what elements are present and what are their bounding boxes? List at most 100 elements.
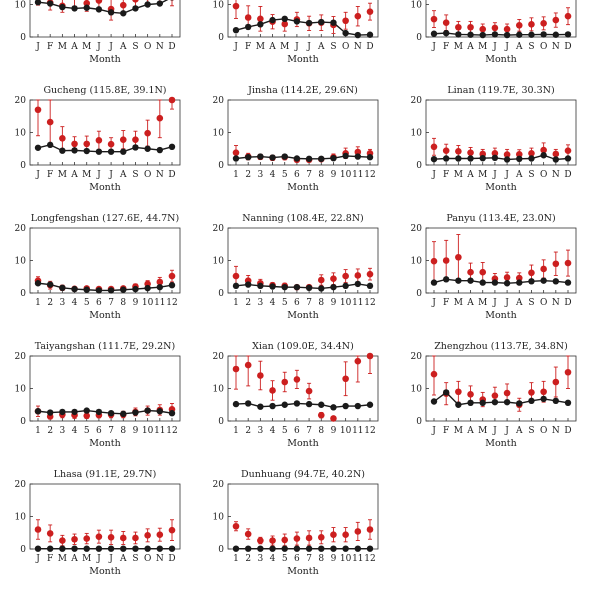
black-point — [565, 400, 571, 406]
x-tick-label: 10 — [340, 170, 352, 180]
black-series-line — [236, 403, 370, 407]
red-point — [455, 24, 462, 31]
black-point — [96, 287, 102, 293]
y-tick-label: 10 — [411, 1, 423, 11]
black-point — [84, 545, 90, 551]
black-point — [144, 285, 150, 291]
y-tick-label: 10 — [15, 513, 27, 523]
x-tick-label: J — [492, 298, 497, 308]
y-tick-label: 10 — [213, 257, 225, 267]
x-tick-label: 1 — [233, 554, 239, 564]
red-point — [479, 269, 486, 276]
black-point — [565, 31, 571, 37]
x-tick-label: 10 — [340, 554, 352, 564]
black-point — [96, 545, 102, 551]
x-tick-label: J — [504, 42, 509, 52]
black-point — [540, 152, 546, 158]
black-point — [132, 545, 138, 551]
red-point — [245, 531, 252, 538]
x-tick-label: M — [82, 170, 91, 180]
black-point — [318, 402, 324, 408]
black-point — [282, 545, 288, 551]
x-tick-label: 4 — [72, 426, 78, 436]
x-tick-label: F — [443, 42, 449, 52]
red-point — [540, 388, 547, 395]
y-tick-label: 20 — [411, 224, 423, 234]
y-tick-label: 10 — [213, 129, 225, 139]
black-point — [84, 407, 90, 413]
y-tick-label: 20 — [15, 224, 27, 234]
black-point — [84, 287, 90, 293]
x-tick-label: F — [443, 170, 449, 180]
x-tick-label: O — [540, 42, 547, 52]
y-tick-label: 10 — [15, 257, 27, 267]
red-point — [96, 0, 103, 4]
y-tick-label: 10 — [213, 1, 225, 11]
black-point — [565, 279, 571, 285]
x-tick-label: O — [144, 554, 151, 564]
x-tick-label: 11 — [352, 554, 363, 564]
red-point — [59, 135, 66, 142]
black-point — [355, 281, 361, 287]
black-point — [431, 398, 437, 404]
x-tick-label: J — [35, 554, 40, 564]
red-point — [169, 97, 176, 104]
black-point — [367, 402, 373, 408]
y-tick-label: 0 — [416, 33, 422, 43]
red-point — [355, 528, 362, 535]
red-point — [281, 379, 288, 386]
x-tick-label: M — [58, 554, 67, 564]
black-point — [35, 280, 41, 286]
black-series-line — [236, 284, 370, 289]
y-tick-label: 0 — [20, 545, 26, 555]
x-tick-label: J — [306, 42, 311, 52]
x-tick-label: O — [342, 42, 349, 52]
x-axis-label: Month — [89, 438, 121, 449]
black-point — [169, 410, 175, 416]
y-tick-label: 20 — [213, 224, 225, 234]
black-point — [120, 287, 126, 293]
black-series-line — [434, 279, 568, 283]
black-point — [120, 10, 126, 16]
x-tick-label: D — [564, 298, 571, 308]
x-tick-label: 9 — [133, 298, 139, 308]
black-point — [108, 148, 114, 154]
black-point — [294, 18, 300, 24]
red-point — [71, 141, 78, 148]
black-point — [47, 281, 53, 287]
y-tick-label: 0 — [218, 289, 224, 299]
red-point — [108, 141, 115, 148]
red-point — [294, 376, 301, 383]
y-tick-label: 0 — [218, 417, 224, 427]
x-tick-label: 5 — [84, 298, 90, 308]
red-point — [120, 535, 127, 542]
red-point — [245, 14, 252, 21]
x-tick-label: S — [528, 170, 534, 180]
x-tick-label: D — [168, 170, 175, 180]
red-point — [455, 388, 462, 395]
x-axis-label: Month — [89, 566, 121, 577]
black-point — [96, 6, 102, 12]
x-tick-label: 6 — [294, 554, 300, 564]
x-tick-label: 4 — [270, 426, 276, 436]
panel-1: Dalian (121.6E, 38.9N)01020JFMAMJJASONDM… — [213, 0, 378, 65]
red-point — [157, 115, 164, 122]
y-tick-label: 20 — [213, 352, 225, 362]
x-tick-label: D — [366, 42, 373, 52]
x-tick-label: A — [466, 170, 474, 180]
x-axis-label: Month — [485, 182, 517, 193]
x-tick-label: 1 — [233, 170, 239, 180]
black-point — [120, 545, 126, 551]
black-point — [455, 277, 461, 283]
red-point — [367, 526, 374, 533]
x-axis-label: Month — [89, 182, 121, 193]
x-tick-label: 4 — [270, 170, 276, 180]
black-point — [245, 545, 251, 551]
y-tick-label: 0 — [20, 161, 26, 171]
x-tick-label: D — [564, 42, 571, 52]
x-tick-label: D — [564, 170, 571, 180]
black-point — [120, 148, 126, 154]
black-point — [282, 153, 288, 159]
x-tick-label: J — [35, 170, 40, 180]
black-point — [455, 31, 461, 37]
